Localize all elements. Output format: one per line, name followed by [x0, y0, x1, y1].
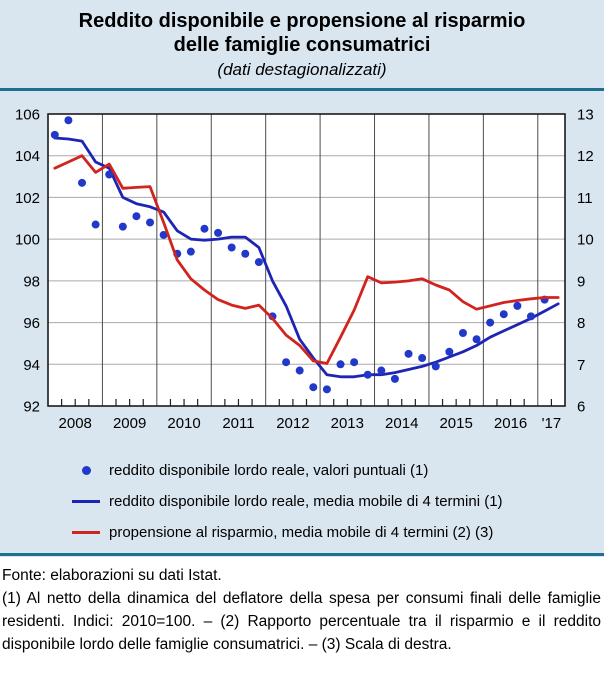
y-axis-right-labels: 13 12 11 10 9 8 7 6 [577, 107, 594, 416]
svg-text:9: 9 [577, 273, 585, 290]
svg-text:94: 94 [23, 357, 40, 374]
legend-item-red-line: propensione al risparmio, media mobile d… [72, 523, 503, 541]
svg-text:2016: 2016 [494, 415, 527, 432]
y-axis-left-labels: 106 104 102 100 98 96 94 92 [15, 107, 40, 416]
svg-text:96: 96 [23, 315, 40, 332]
svg-text:10: 10 [577, 232, 594, 249]
top-divider-rule [0, 88, 604, 91]
svg-text:100: 100 [15, 232, 40, 249]
figure-subtitle: (dati destagionalizzati) [217, 60, 387, 79]
figure-title-line1: Reddito disponibile e propensione al ris… [78, 10, 526, 32]
svg-text:13: 13 [577, 107, 594, 124]
svg-text:6: 6 [577, 399, 585, 416]
vertical-year-gridlines [101, 114, 539, 406]
horizontal-gridlines [48, 155, 565, 365]
legend-label-blue-line: reddito disponibile lordo reale, media m… [109, 492, 503, 510]
chart-legend: reddito disponibile lordo reale, valori … [72, 462, 503, 555]
red-line-marker-icon [72, 530, 100, 534]
svg-text:2013: 2013 [331, 415, 364, 432]
svg-text:104: 104 [15, 148, 40, 165]
legend-label-points: reddito disponibile lordo reale, valori … [109, 461, 429, 479]
figure-title: Reddito disponibile e propensione al ris… [0, 0, 604, 57]
svg-text:'17: '17 [542, 415, 562, 432]
legend-item-blue-line: reddito disponibile lordo reale, media m… [72, 492, 503, 510]
svg-text:8: 8 [577, 315, 585, 332]
svg-text:2011: 2011 [222, 415, 254, 432]
plot-area [48, 114, 565, 406]
svg-text:2010: 2010 [167, 415, 200, 432]
x-axis-year-labels: 2008 2009 2010 2011 2012 2013 2014 2015 2016 '17 [59, 415, 562, 432]
series-blue-points [50, 116, 549, 394]
blue-dot-marker-icon [81, 465, 91, 475]
svg-text:7: 7 [577, 357, 585, 374]
plot-frame [47, 113, 566, 407]
svg-text:98: 98 [23, 273, 40, 290]
svg-text:2014: 2014 [385, 415, 418, 432]
svg-text:102: 102 [15, 190, 40, 207]
source-line: Fonte: elaborazioni su dati Istat. [2, 567, 222, 584]
svg-text:2009: 2009 [113, 415, 146, 432]
figure-title-line2: delle famiglie consumatrici [173, 34, 431, 56]
series-blue-moving-average [53, 136, 560, 379]
svg-text:92: 92 [23, 399, 40, 416]
svg-text:11: 11 [577, 190, 593, 207]
figure-panel: Reddito disponibile e propensione al ris… [0, 0, 604, 557]
legend-label-red-line: propensione al risparmio, media mobile d… [109, 523, 494, 541]
legend-item-points: reddito disponibile lordo reale, valori … [72, 461, 503, 479]
bottom-divider-rule [0, 553, 604, 556]
svg-text:2008: 2008 [59, 415, 92, 432]
svg-text:12: 12 [577, 148, 594, 165]
svg-text:2012: 2012 [276, 415, 309, 432]
footnote-text: (1) Al netto della dinamica del deflator… [2, 590, 601, 653]
blue-line-marker-icon [72, 499, 100, 503]
quarter-ticks [61, 399, 552, 406]
series-red-saving-rate [53, 154, 560, 365]
svg-text:106: 106 [15, 107, 40, 124]
svg-text:2015: 2015 [439, 415, 472, 432]
footer-notes: Fonte: elaborazioni su dati Istat. (1) A… [0, 557, 604, 656]
